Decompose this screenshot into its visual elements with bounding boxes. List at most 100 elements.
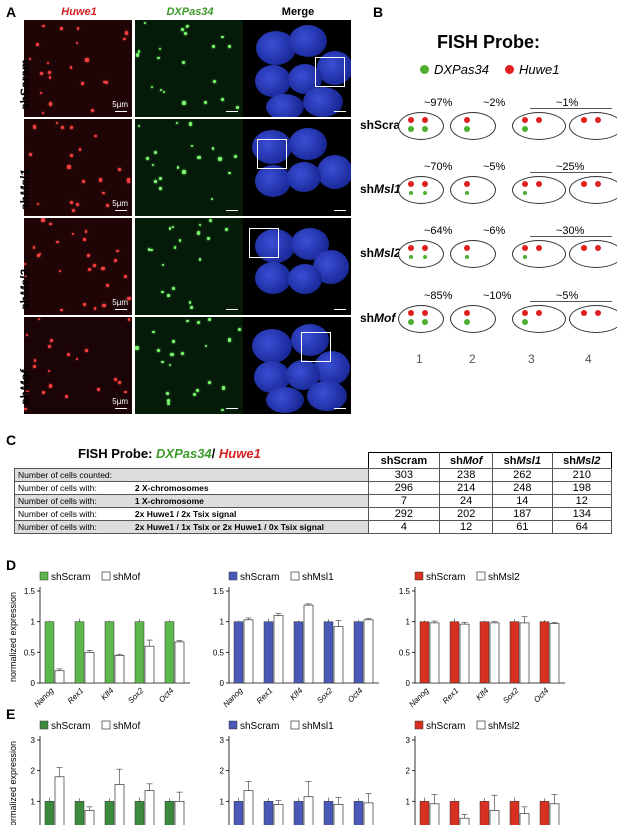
micrograph — [243, 20, 351, 117]
signal-dot — [147, 248, 151, 251]
y-tick-label: 1 — [406, 618, 411, 627]
micrograph — [135, 317, 243, 414]
cell-diagram — [398, 176, 444, 204]
legend-label: shMof — [113, 721, 140, 732]
signal-dot — [83, 302, 87, 307]
bar — [323, 621, 334, 684]
signal-dot — [94, 134, 97, 137]
red-signal — [464, 117, 470, 123]
legend-label: shMsl1 — [302, 721, 334, 732]
signal-dot — [172, 340, 175, 343]
nucleus — [313, 351, 350, 386]
percentage-label: ~25% — [556, 161, 585, 173]
signal-dot — [167, 293, 171, 297]
red-signal — [522, 117, 528, 123]
red-signal — [422, 310, 428, 316]
bar — [144, 790, 155, 825]
y-tick-label: 2 — [31, 767, 36, 776]
scale-bar — [115, 407, 127, 409]
bar — [419, 801, 430, 825]
x-tick-label: Klf4 — [99, 686, 116, 703]
nucleus — [288, 128, 327, 161]
signal-dot — [207, 236, 211, 240]
signal-dot — [70, 201, 73, 204]
signal-dot — [25, 390, 29, 393]
signal-dot — [228, 44, 232, 48]
y-tick-label: 2 — [220, 767, 225, 776]
signal-dot — [186, 319, 189, 322]
signal-dot — [58, 269, 62, 273]
signal-dot — [197, 155, 201, 160]
y-tick-label: 3 — [220, 736, 225, 745]
signal-dot — [37, 318, 41, 321]
signal-dot — [41, 391, 45, 395]
bar — [363, 619, 374, 684]
cell-diagram — [450, 176, 496, 204]
bar — [54, 776, 65, 825]
red-signal — [422, 117, 428, 123]
row-label-shscram: shScram — [18, 59, 32, 110]
legend-label: shScram — [240, 721, 279, 732]
signal-dot — [71, 208, 75, 212]
signal-dot — [87, 268, 92, 272]
zoom-box — [249, 228, 279, 258]
signal-dot — [181, 60, 186, 65]
red-signal — [595, 181, 601, 187]
panel-a-label: A — [6, 4, 17, 20]
scale-bar — [226, 209, 238, 211]
legend-swatch — [101, 571, 111, 581]
scale-bar — [115, 209, 127, 211]
percentage-label: ~70% — [424, 161, 453, 173]
signal-dot — [33, 358, 37, 362]
legend-swatch — [228, 571, 238, 581]
signal-dot — [105, 204, 109, 208]
green-signal — [522, 319, 528, 325]
red-signal — [581, 117, 587, 123]
signal-dot — [188, 300, 192, 304]
bar — [419, 621, 430, 684]
signal-dot — [183, 31, 187, 35]
scale-bar — [226, 308, 238, 310]
nucleus — [287, 264, 322, 295]
red-signal — [536, 181, 542, 187]
signal-dot — [196, 231, 201, 235]
bar — [263, 621, 274, 684]
group-line — [530, 301, 612, 302]
bar — [429, 803, 440, 825]
col-shscram: shScram — [367, 452, 441, 469]
bar — [519, 813, 530, 825]
legend-swatch — [414, 720, 424, 730]
scale-bar — [115, 110, 127, 112]
legend-swatch — [414, 571, 424, 581]
signal-dot — [83, 238, 86, 241]
signal-dot — [161, 264, 164, 267]
schematic-row-label: shMsl1 — [360, 182, 401, 196]
cell-diagram — [450, 112, 496, 140]
signal-dot — [165, 392, 169, 396]
signal-dot — [49, 339, 53, 343]
zoom-box — [301, 332, 331, 362]
signal-dot — [76, 27, 80, 30]
table-title: FISH Probe: DXPas34/ Huwe1 — [78, 446, 261, 461]
signal-dot — [33, 246, 36, 249]
percentage-label: ~85% — [424, 290, 453, 302]
panel-b-label: B — [373, 4, 384, 20]
signal-dot — [189, 305, 193, 309]
signal-dot — [166, 399, 170, 403]
nucleus — [255, 228, 296, 263]
signal-dot — [126, 178, 130, 181]
x-tick-label: Rex1 — [66, 686, 86, 706]
bar — [74, 801, 85, 825]
y-tick-label: 0.5 — [24, 648, 36, 657]
signal-dot — [48, 102, 53, 106]
y-tick-label: 1.5 — [24, 587, 36, 596]
green-signal — [409, 191, 413, 195]
red-signal — [581, 245, 587, 251]
signal-dot — [24, 407, 27, 411]
y-axis-label: normalized expression — [8, 592, 18, 682]
bar — [114, 655, 125, 684]
bar — [273, 804, 284, 825]
red-signal — [595, 117, 601, 123]
nucleus — [251, 130, 292, 165]
signal-dot — [102, 191, 105, 195]
